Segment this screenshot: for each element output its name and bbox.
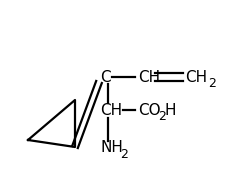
Text: C: C xyxy=(100,70,111,85)
Text: CH: CH xyxy=(185,70,207,85)
Text: 2: 2 xyxy=(158,110,166,122)
Text: H: H xyxy=(165,102,176,117)
Text: CO: CO xyxy=(138,102,161,117)
Text: CH: CH xyxy=(100,102,122,117)
Text: NH: NH xyxy=(100,140,123,156)
Text: 2: 2 xyxy=(208,76,216,90)
Text: 2: 2 xyxy=(120,148,128,160)
Text: CH: CH xyxy=(138,70,160,85)
